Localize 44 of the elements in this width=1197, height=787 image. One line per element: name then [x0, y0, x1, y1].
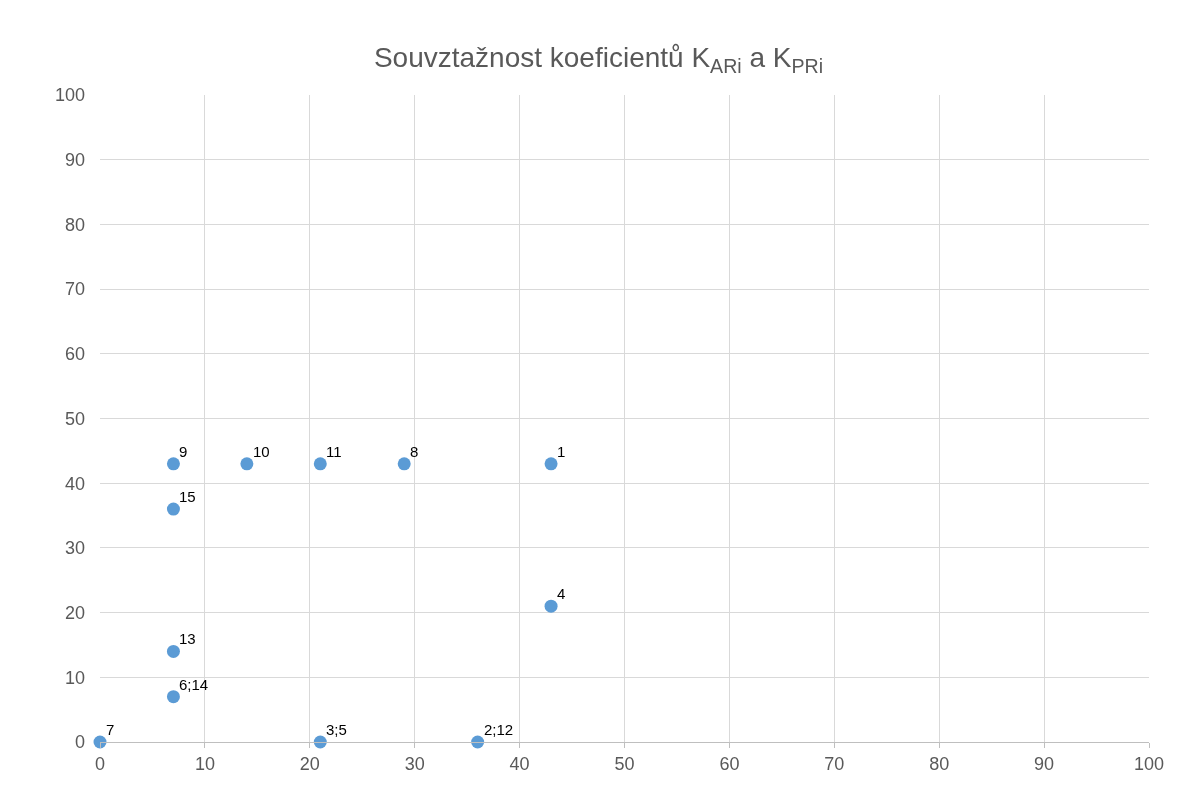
y-tick-label: 20	[64, 602, 85, 623]
annotation: 8	[410, 443, 419, 460]
x-tick-label: 40	[509, 753, 530, 774]
point	[166, 644, 180, 658]
y-tick-label: 70	[64, 279, 85, 300]
x-tick-label: 80	[929, 753, 950, 774]
y-tick-label: 90	[64, 150, 85, 170]
y-tick-label: 0	[74, 732, 85, 753]
annotation: 11	[326, 443, 342, 460]
y-tick-label: 100	[54, 85, 85, 106]
chart-title: Souvztažnost koeficientů K$_{ARi}$ a K$_{PRi}$	[373, 41, 824, 77]
point	[397, 457, 411, 471]
x-tick-label: 20	[299, 753, 320, 774]
annotation: 6;14	[179, 676, 209, 693]
x-tick-label: 30	[404, 753, 425, 774]
point	[166, 690, 180, 704]
y-tick-label: 30	[64, 538, 85, 559]
point	[544, 599, 558, 613]
y-tick-label: 40	[64, 473, 85, 494]
annotation: 10	[253, 443, 270, 460]
annotation: 15	[179, 488, 196, 505]
annotation: 1	[557, 443, 566, 460]
point	[240, 457, 254, 471]
annotation: 3;5	[326, 721, 347, 738]
y-tick-label: 50	[64, 408, 85, 429]
x-tick-label: 90	[1034, 753, 1055, 774]
x-tick-label: 100	[1133, 753, 1165, 774]
x-tick-label: 60	[719, 753, 740, 774]
y-tick-label: 60	[64, 344, 85, 365]
x-tick-label: 70	[824, 753, 845, 774]
y-tick-label: 10	[64, 667, 85, 688]
annotation: 4	[557, 585, 566, 602]
point	[544, 457, 558, 471]
annotation: 7	[106, 721, 115, 738]
point	[166, 502, 180, 516]
y-tick-label: 80	[64, 214, 85, 235]
x-tick-label: 50	[614, 753, 635, 774]
x-tick-label: 0	[94, 753, 106, 774]
annotation: 2;12	[484, 721, 514, 738]
point	[166, 457, 180, 471]
annotation: 13	[179, 630, 196, 647]
x-tick-label: 10	[194, 753, 215, 774]
annotation: 9	[179, 443, 188, 460]
point	[313, 457, 327, 471]
